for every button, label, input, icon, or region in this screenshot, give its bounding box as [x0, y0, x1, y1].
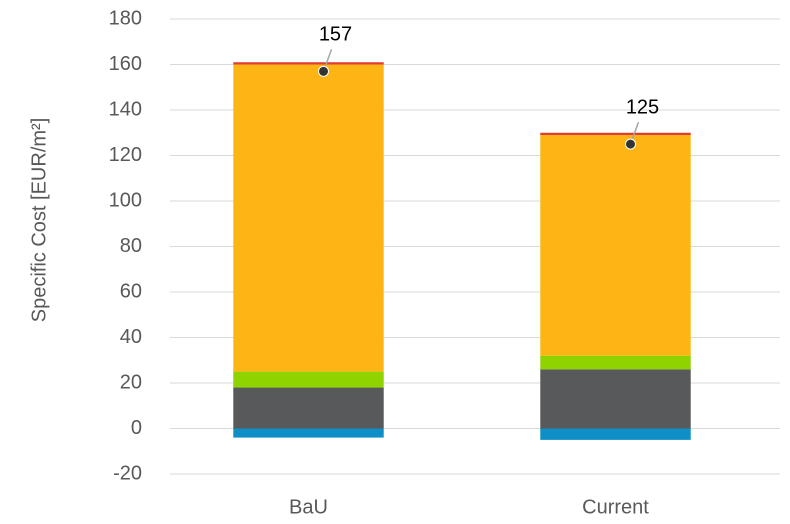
bar-segment [233, 64, 384, 372]
bar-segment [540, 428, 691, 440]
y-tick-label: 80 [120, 235, 142, 257]
bar-segment [233, 62, 384, 65]
y-tick-label: 20 [120, 371, 142, 393]
bar-segment [540, 132, 691, 136]
bar-segment [540, 355, 691, 370]
y-tick-label: 160 [109, 53, 142, 75]
y-tick-label: -20 [113, 462, 142, 484]
y-tick-label: 180 [109, 7, 142, 29]
bar-segment [540, 369, 691, 429]
total-marker [318, 65, 329, 77]
bar-segment [233, 371, 384, 388]
y-tick-label: 100 [109, 189, 142, 211]
x-tick-label: BaU [289, 496, 328, 518]
x-tick-label: Current [582, 496, 649, 518]
y-axis-title: Specific Cost [EUR/m²] [28, 118, 50, 322]
data-label: 125 [626, 96, 659, 118]
y-tick-label: 120 [109, 144, 142, 166]
bar-segment [233, 387, 384, 429]
y-tick-label: 0 [131, 417, 142, 439]
y-tick-label: 40 [120, 326, 142, 348]
y-tick-label: 140 [109, 98, 142, 120]
bar-segment [233, 428, 384, 438]
y-tick-label: 60 [120, 280, 142, 302]
bar-segment [540, 135, 691, 356]
data-label: 157 [319, 24, 352, 46]
total-marker [625, 138, 636, 150]
